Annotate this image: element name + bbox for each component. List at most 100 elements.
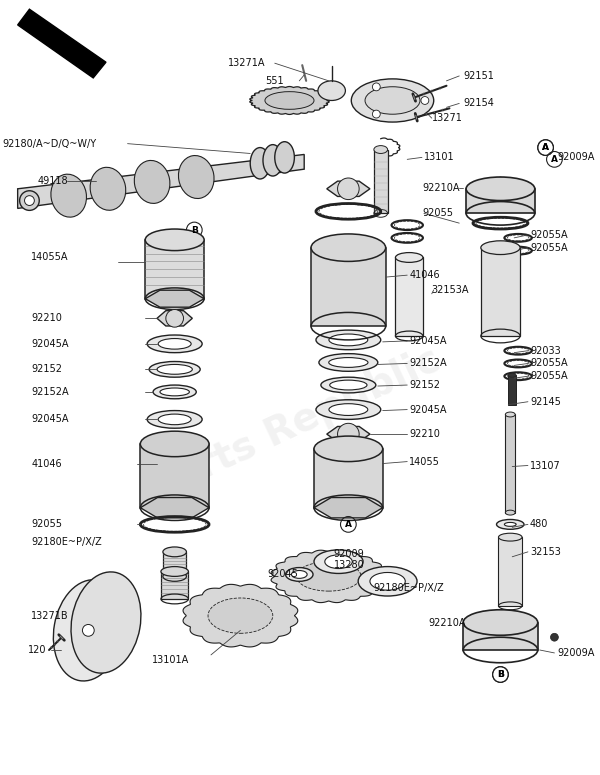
Text: 14055: 14055 [409, 456, 440, 467]
Circle shape [25, 195, 34, 205]
Text: 92180E~P/X/Z: 92180E~P/X/Z [373, 583, 443, 593]
Ellipse shape [321, 377, 376, 393]
Ellipse shape [296, 562, 361, 591]
Text: Parts Republic: Parts Republic [143, 340, 446, 508]
Ellipse shape [158, 339, 191, 349]
Polygon shape [140, 498, 209, 518]
Ellipse shape [316, 330, 381, 350]
Circle shape [469, 615, 473, 619]
Text: 13271: 13271 [432, 113, 463, 123]
Text: 32153A: 32153A [432, 285, 469, 294]
Ellipse shape [319, 353, 378, 371]
Text: 49118: 49118 [37, 176, 68, 186]
Ellipse shape [351, 79, 434, 122]
Ellipse shape [292, 570, 307, 578]
Text: A: A [551, 155, 558, 164]
Circle shape [514, 195, 518, 199]
Text: 92045A: 92045A [409, 336, 446, 346]
Ellipse shape [330, 381, 367, 390]
Ellipse shape [53, 580, 123, 681]
Text: 13101A: 13101A [152, 655, 190, 665]
Text: 92055A: 92055A [530, 359, 568, 368]
Ellipse shape [318, 81, 346, 101]
Text: 92045A: 92045A [31, 415, 69, 425]
Text: 92055: 92055 [31, 519, 62, 529]
Circle shape [471, 191, 475, 195]
Ellipse shape [358, 567, 417, 596]
Ellipse shape [329, 404, 368, 415]
Circle shape [515, 630, 520, 634]
Circle shape [481, 611, 485, 615]
Circle shape [373, 83, 380, 91]
Polygon shape [271, 550, 386, 603]
Circle shape [550, 633, 559, 641]
Ellipse shape [329, 334, 368, 346]
Ellipse shape [161, 567, 188, 577]
Ellipse shape [265, 91, 314, 109]
Text: 92154: 92154 [463, 98, 494, 108]
Text: 92045A: 92045A [31, 339, 69, 349]
Bar [314, 449, 383, 508]
Circle shape [483, 195, 487, 199]
Text: 92055A: 92055A [530, 230, 568, 240]
Ellipse shape [325, 555, 352, 569]
Polygon shape [314, 498, 383, 518]
Text: 92152: 92152 [409, 380, 440, 390]
Circle shape [373, 110, 380, 118]
Circle shape [499, 177, 502, 181]
Bar [508, 375, 516, 405]
Text: A: A [542, 143, 549, 152]
Ellipse shape [505, 522, 516, 526]
Polygon shape [250, 87, 329, 115]
Ellipse shape [329, 357, 368, 367]
Bar [505, 415, 515, 512]
Ellipse shape [286, 567, 313, 581]
Ellipse shape [208, 598, 273, 633]
Bar [466, 189, 535, 213]
Ellipse shape [157, 364, 193, 374]
Bar [463, 622, 538, 650]
Ellipse shape [51, 174, 86, 217]
Text: A: A [542, 143, 549, 152]
Circle shape [528, 626, 532, 630]
Ellipse shape [250, 147, 270, 179]
Bar [499, 537, 522, 606]
Ellipse shape [311, 234, 386, 261]
Ellipse shape [153, 385, 196, 399]
Ellipse shape [499, 533, 522, 541]
Bar [161, 571, 188, 599]
Text: 92045A: 92045A [409, 405, 446, 415]
Circle shape [526, 191, 530, 195]
Polygon shape [327, 181, 370, 196]
Circle shape [514, 178, 518, 182]
Text: 13107: 13107 [530, 460, 560, 470]
Ellipse shape [160, 388, 190, 396]
Text: 92152A: 92152A [31, 387, 69, 397]
Polygon shape [17, 154, 304, 208]
Polygon shape [157, 311, 193, 326]
Ellipse shape [163, 547, 187, 556]
Text: 92152A: 92152A [409, 359, 447, 368]
Text: 92009A: 92009A [557, 648, 595, 658]
Ellipse shape [497, 519, 524, 529]
Bar [163, 552, 187, 577]
Text: 480: 480 [530, 519, 548, 529]
Polygon shape [17, 9, 106, 78]
Ellipse shape [481, 241, 520, 254]
Text: 92009A: 92009A [557, 153, 595, 163]
Text: A: A [345, 520, 352, 529]
Text: 92180E~P/X/Z: 92180E~P/X/Z [31, 537, 102, 547]
Ellipse shape [275, 142, 295, 173]
Bar [140, 444, 209, 508]
Ellipse shape [466, 177, 535, 201]
Ellipse shape [463, 610, 538, 636]
Circle shape [526, 182, 530, 186]
Ellipse shape [395, 253, 423, 263]
Text: 92055A: 92055A [530, 243, 568, 253]
Circle shape [499, 632, 502, 636]
Ellipse shape [314, 550, 363, 574]
Text: 13101: 13101 [424, 153, 455, 163]
Ellipse shape [134, 160, 170, 203]
Text: 92055A: 92055A [530, 371, 568, 381]
Text: 92055: 92055 [422, 208, 453, 219]
